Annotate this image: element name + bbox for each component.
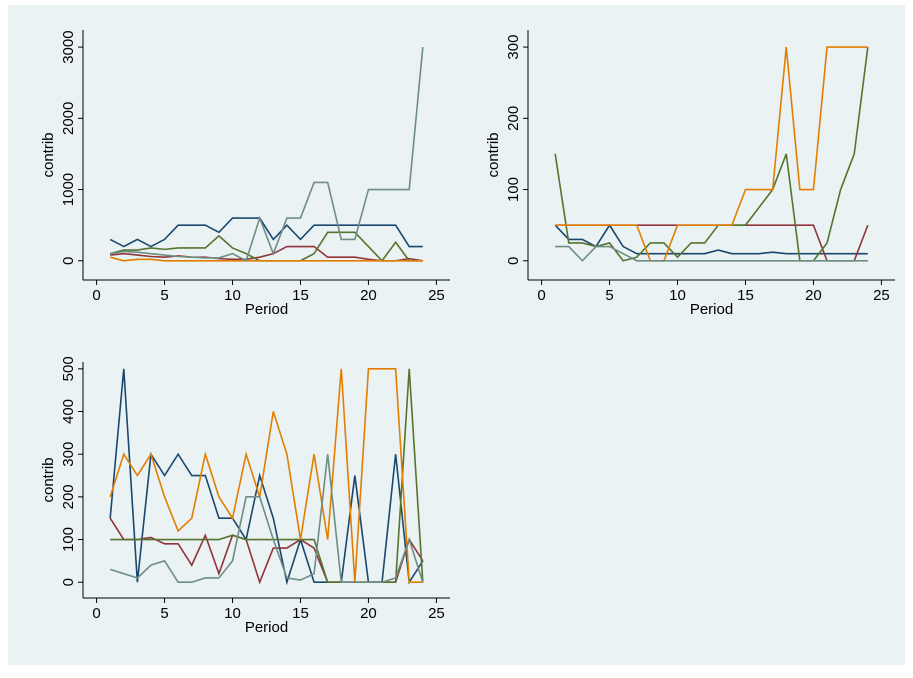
x-tick-label: 20 <box>805 287 822 304</box>
series-line <box>110 47 424 262</box>
series-line <box>109 454 424 584</box>
x-tick-label: 5 <box>160 287 168 304</box>
x-tick-label: 20 <box>360 605 377 622</box>
y-axis-title: contrib <box>40 132 57 177</box>
y-tick-label: 100 <box>505 177 522 202</box>
y-tick-label: 200 <box>505 106 522 131</box>
y-tick-label: 500 <box>60 356 77 381</box>
y-tick-label: 0 <box>60 578 77 586</box>
series-line <box>554 46 869 262</box>
series-line <box>109 217 423 248</box>
y-tick-label: 300 <box>505 35 522 60</box>
x-tick-label: 25 <box>873 287 890 304</box>
x-tick-label: 25 <box>428 605 445 622</box>
x-tick-label: 25 <box>428 287 445 304</box>
x-axis-title: Period <box>245 301 288 318</box>
y-tick-label: 1000 <box>60 173 77 206</box>
x-tick-label: 5 <box>605 287 613 304</box>
series-line <box>555 46 868 262</box>
series-line <box>110 245 423 262</box>
x-tick-label: 0 <box>92 605 100 622</box>
x-axis-title: Period <box>690 301 733 318</box>
x-tick-label: 5 <box>160 605 168 622</box>
y-tick-label: 100 <box>60 527 77 552</box>
y-tick-label: 400 <box>60 399 77 424</box>
x-tick-label: 15 <box>292 605 309 622</box>
series-line <box>109 368 423 584</box>
graph-region <box>8 5 905 665</box>
y-axis-title: contrib <box>485 132 502 177</box>
y-tick-label: 0 <box>60 257 77 265</box>
x-tick-label: 0 <box>92 287 100 304</box>
series-line <box>109 256 423 262</box>
series-line <box>554 223 868 255</box>
x-tick-label: 15 <box>292 287 309 304</box>
x-axis-title: Period <box>245 619 288 636</box>
y-tick-label: 300 <box>60 442 77 467</box>
y-tick-label: 2000 <box>60 102 77 135</box>
y-axis-title: contrib <box>40 457 57 502</box>
x-tick-label: 10 <box>224 287 241 304</box>
y-tick-label: 3000 <box>60 30 77 63</box>
y-tick-label: 0 <box>505 257 522 265</box>
y-tick-label: 200 <box>60 484 77 509</box>
x-tick-label: 15 <box>737 287 754 304</box>
x-tick-label: 20 <box>360 287 377 304</box>
x-tick-label: 0 <box>537 287 545 304</box>
x-tick-label: 10 <box>669 287 686 304</box>
series-line <box>555 245 868 262</box>
x-tick-label: 10 <box>224 605 241 622</box>
